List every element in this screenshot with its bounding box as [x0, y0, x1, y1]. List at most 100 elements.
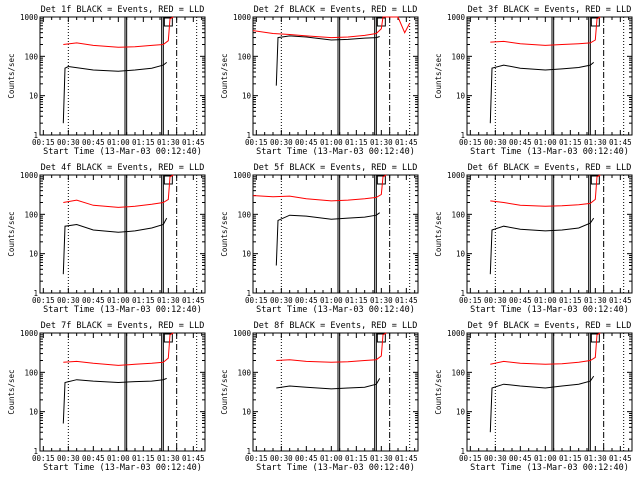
x-tick-label: 00:45	[295, 454, 318, 463]
y-tick-label: 1	[246, 289, 251, 298]
boxed-marker	[376, 17, 386, 27]
panel-title: Det 5f BLACK = Events, RED = LLD	[254, 163, 418, 173]
x-tick-label: 00:45	[509, 138, 532, 147]
x-tick-label: 01:45	[395, 138, 418, 147]
plot-frame	[39, 332, 206, 452]
x-tick-label: 01:15	[132, 454, 155, 463]
x-tick-label: 01:00	[107, 454, 130, 463]
x-axis-label: Start Time (13-Mar-03 00:12:40)	[470, 463, 629, 473]
x-axis-label: Start Time (13-Mar-03 00:12:40)	[256, 147, 415, 157]
x-tick-label: 00:30	[57, 138, 80, 147]
x-tick-label: 01:15	[345, 454, 368, 463]
y-axis-label: Counts/sec	[434, 53, 443, 98]
series-events-line	[275, 35, 380, 86]
plot-frame	[466, 174, 633, 294]
x-tick-label: 01:00	[107, 296, 130, 305]
x-tick-label: 01:30	[157, 138, 180, 147]
x-tick-label: 00:45	[295, 138, 318, 147]
y-tick-label: 1000	[233, 13, 252, 22]
y-tick-label: 100	[237, 210, 251, 219]
series-lld-line	[63, 16, 174, 48]
y-tick-label: 1	[246, 131, 251, 140]
y-tick-label: 1000	[20, 171, 39, 180]
y-tick-label: 1	[33, 131, 38, 140]
boxed-marker	[163, 333, 173, 343]
series-events-line	[62, 377, 167, 424]
x-axis-label: Start Time (13-Mar-03 00:12:40)	[43, 463, 202, 473]
y-tick-label: 1000	[447, 13, 466, 22]
panel-title: Det 2f BLACK = Events, RED = LLD	[254, 5, 418, 15]
plot-frame	[39, 174, 206, 294]
plot-frame	[466, 16, 633, 136]
series-lld-line	[252, 16, 411, 39]
y-tick-label: 1000	[233, 329, 252, 338]
x-tick-label: 01:15	[345, 138, 368, 147]
series-events-line	[62, 62, 168, 124]
x-tick-label: 01:15	[559, 138, 582, 147]
panel-title: Det 1f BLACK = Events, RED = LLD	[41, 5, 205, 15]
x-tick-label: 01:00	[534, 296, 557, 305]
x-tick-label: 00:30	[484, 454, 507, 463]
y-tick-label: 1000	[20, 13, 39, 22]
x-tick-label: 00:15	[32, 296, 55, 305]
y-tick-label: 10	[242, 250, 252, 259]
x-tick-label: 00:15	[459, 454, 482, 463]
y-tick-label: 100	[24, 368, 38, 377]
x-axis-label: Start Time (13-Mar-03 00:12:40)	[470, 147, 629, 157]
x-tick-label: 01:30	[370, 296, 393, 305]
series-lld-line	[490, 16, 601, 46]
series-lld-line	[490, 332, 601, 365]
panel-det-6: Det 6f BLACK = Events, RED = LLD 1 10 100 10…	[434, 163, 633, 315]
y-tick-label: 10	[29, 250, 39, 259]
x-tick-label: 00:30	[270, 454, 293, 463]
y-tick-label: 1	[460, 289, 465, 298]
x-tick-label: 01:30	[584, 296, 607, 305]
series-lld-line	[276, 332, 387, 363]
y-axis-label: Counts/sec	[220, 369, 229, 414]
boxed-marker	[376, 175, 386, 185]
x-tick-label: 01:00	[320, 138, 343, 147]
y-tick-label: 10	[456, 408, 466, 417]
x-tick-label: 00:30	[270, 296, 293, 305]
x-tick-label: 00:45	[509, 454, 532, 463]
y-tick-label: 100	[451, 210, 465, 219]
x-tick-label: 00:45	[509, 296, 532, 305]
y-axis-label: Counts/sec	[7, 369, 16, 414]
plot-frame	[466, 332, 633, 452]
boxed-marker	[590, 175, 600, 185]
x-tick-label: 01:30	[157, 296, 180, 305]
x-tick-label: 00:15	[459, 138, 482, 147]
x-tick-label: 01:00	[107, 138, 130, 147]
series-events-line	[62, 217, 168, 275]
panel-det-7: Det 7f BLACK = Events, RED = LLD 1 10 100 10…	[7, 321, 206, 473]
y-axis-label: Counts/sec	[7, 211, 16, 256]
x-tick-label: 01:00	[320, 296, 343, 305]
x-tick-label: 01:15	[132, 296, 155, 305]
panel-det-4: Det 4f BLACK = Events, RED = LLD 1 10 100 10…	[7, 163, 206, 315]
x-tick-label: 01:45	[182, 138, 205, 147]
panel-det-8: Det 8f BLACK = Events, RED = LLD 1 10 100 10…	[220, 321, 419, 473]
x-tick-label: 00:30	[57, 454, 80, 463]
x-tick-label: 00:15	[32, 454, 55, 463]
plot-frame	[252, 332, 419, 452]
panel-title: Det 3f BLACK = Events, RED = LLD	[468, 5, 632, 15]
series-lld-line	[252, 174, 387, 202]
x-tick-label: 01:45	[395, 454, 418, 463]
x-tick-label: 00:30	[484, 296, 507, 305]
y-tick-label: 10	[456, 92, 466, 101]
x-tick-label: 01:45	[395, 296, 418, 305]
boxed-marker	[590, 17, 600, 27]
panel-title: Det 8f BLACK = Events, RED = LLD	[254, 321, 418, 331]
y-axis-label: Counts/sec	[434, 369, 443, 414]
y-tick-label: 1	[33, 289, 38, 298]
x-tick-label: 01:00	[534, 454, 557, 463]
y-tick-label: 100	[24, 52, 38, 61]
y-axis-label: Counts/sec	[7, 53, 16, 98]
y-tick-label: 1	[33, 447, 38, 456]
x-tick-label: 00:45	[82, 138, 105, 147]
x-tick-label: 01:00	[534, 138, 557, 147]
x-tick-label: 00:15	[459, 296, 482, 305]
x-tick-label: 01:30	[370, 138, 393, 147]
x-tick-label: 00:45	[82, 296, 105, 305]
x-axis-label: Start Time (13-Mar-03 00:12:40)	[43, 305, 202, 315]
